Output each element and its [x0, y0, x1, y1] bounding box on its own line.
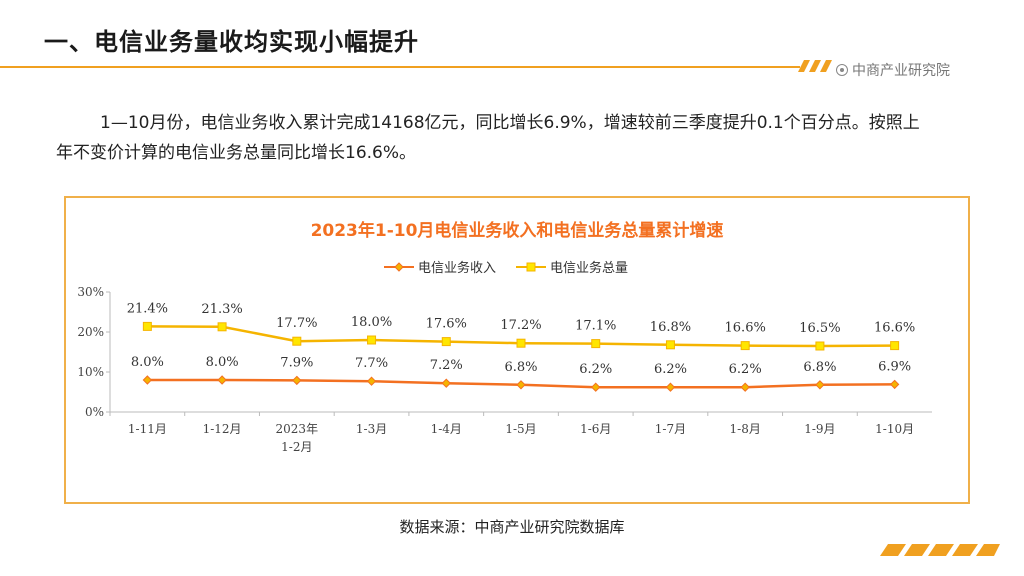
data-point-volume — [740, 341, 750, 351]
data-label-revenue: 6.2% — [654, 362, 687, 377]
data-label-revenue: 6.8% — [504, 360, 537, 375]
y-tick-label: 10% — [77, 365, 104, 379]
data-label-volume: 17.7% — [276, 316, 317, 331]
x-tick-label: 1-7月 — [655, 422, 686, 436]
x-tick-label: 1-11月 — [128, 422, 167, 436]
data-point-revenue — [591, 382, 601, 392]
x-tick-label: 1-9月 — [804, 422, 835, 436]
data-label-revenue: 7.7% — [355, 356, 388, 371]
data-point-volume — [890, 341, 900, 351]
data-point-revenue — [889, 379, 900, 390]
data-point-revenue — [740, 382, 750, 392]
decorative-stripes-bottom — [880, 544, 1000, 556]
data-label-volume: 17.6% — [426, 317, 467, 332]
x-tick-label: 1-6月 — [580, 422, 611, 436]
title-underline — [0, 66, 800, 68]
x-tick-label: 1-12月 — [203, 422, 242, 436]
brand-label: 中商产业研究院 — [836, 60, 950, 80]
brand-name: 中商产业研究院 — [852, 63, 950, 79]
y-tick-label: 0% — [85, 405, 104, 419]
data-point-volume — [665, 340, 675, 350]
data-label-revenue: 8.0% — [206, 355, 239, 370]
x-tick-label: 1-3月 — [356, 422, 387, 436]
x-tick-label: 2023年 — [276, 422, 319, 436]
data-label-revenue: 6.2% — [729, 362, 762, 377]
x-tick-label: 1-8月 — [730, 422, 761, 436]
data-source: 数据来源：中商产业研究院数据库 — [399, 518, 625, 536]
data-point-volume — [441, 337, 451, 347]
decorative-stripes — [798, 60, 832, 72]
data-label-revenue: 8.0% — [131, 355, 164, 370]
data-point-revenue — [366, 376, 377, 386]
y-tick-label: 20% — [77, 325, 104, 339]
legend-label-volume: 电信业务总量 — [550, 260, 628, 276]
data-label-volume: 16.6% — [725, 321, 766, 336]
data-point-revenue — [665, 382, 676, 392]
data-point-volume — [217, 322, 227, 332]
data-point-revenue — [142, 375, 153, 385]
brand-logo-icon — [836, 64, 848, 76]
data-point-volume — [367, 335, 377, 345]
x-tick-label: 1-10月 — [875, 422, 914, 436]
data-point-volume — [815, 341, 825, 351]
chart-container: 2023年1-10月电信业务收入和电信业务总量累计增速电信业务收入 电信业务总量 0… — [64, 196, 970, 504]
data-label-volume: 21.4% — [127, 301, 168, 316]
data-point-volume — [142, 321, 152, 331]
chart-title: 2023年1-10月电信业务收入和电信业务总量累计增速 — [311, 220, 724, 241]
data-label-volume: 18.0% — [351, 315, 392, 330]
legend-marker-revenue — [394, 262, 404, 272]
data-label-revenue: 6.2% — [579, 362, 612, 377]
data-point-revenue — [441, 378, 451, 388]
legend-marker-volume — [526, 262, 536, 272]
page-title: 一、电信业务量收均实现小幅提升 — [44, 28, 419, 56]
x-tick-label: 1-5月 — [505, 422, 536, 436]
data-label-volume: 17.1% — [575, 319, 616, 334]
legend-label-revenue: 电信业务收入 — [418, 260, 496, 276]
data-point-volume — [292, 336, 302, 346]
x-tick-label: 1-2月 — [281, 440, 312, 454]
data-label-revenue: 7.2% — [430, 358, 463, 373]
data-point-volume — [591, 339, 601, 349]
data-point-revenue — [217, 375, 227, 385]
data-label-volume: 21.3% — [201, 302, 242, 317]
data-label-volume: 17.2% — [500, 318, 541, 333]
data-label-volume: 16.6% — [874, 321, 915, 336]
data-label-revenue: 7.9% — [280, 355, 313, 370]
data-point-volume — [516, 338, 526, 348]
data-point-revenue — [292, 375, 302, 386]
x-tick-label: 1-4月 — [431, 422, 462, 436]
data-label-volume: 16.5% — [799, 321, 840, 336]
data-label-revenue: 6.8% — [803, 360, 836, 375]
data-label-revenue: 6.9% — [878, 359, 911, 374]
data-label-volume: 16.8% — [650, 320, 691, 335]
data-point-revenue — [815, 380, 825, 390]
y-tick-label: 30% — [77, 285, 104, 299]
summary-paragraph: 1—10月份，电信业务收入累计完成14168亿元，同比增长6.9%，增速较前三季… — [56, 113, 920, 163]
data-point-revenue — [516, 380, 526, 390]
